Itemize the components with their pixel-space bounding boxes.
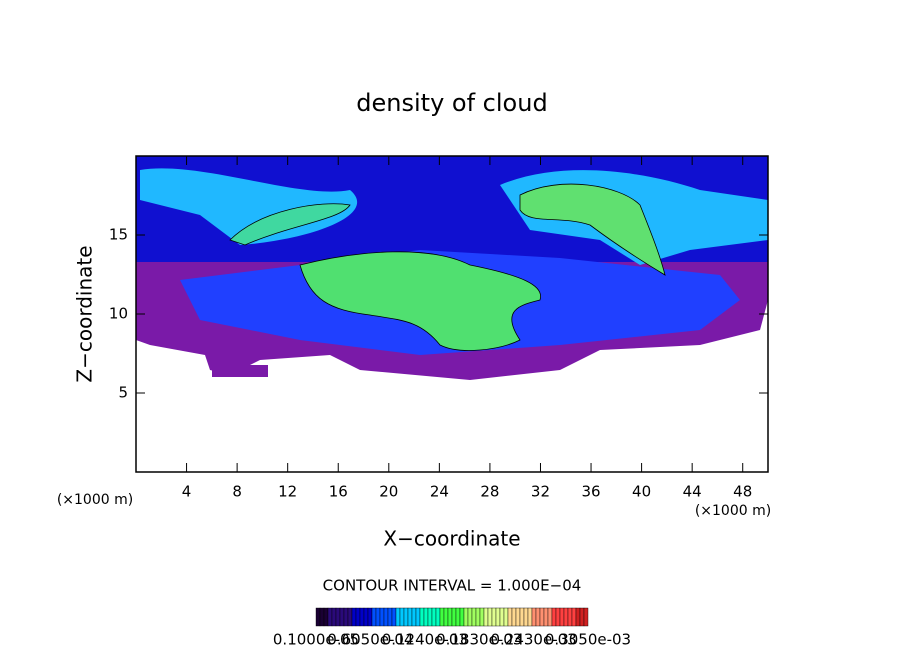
colorbar-cell <box>543 607 549 627</box>
colorbar-cell <box>391 607 397 627</box>
contour-interval: CONTOUR INTERVAL = 1.000E−04 <box>323 577 582 595</box>
colorbar-cell <box>559 607 565 627</box>
colorbar-cell <box>531 607 537 627</box>
colorbar-cell <box>483 607 489 627</box>
colorbar-cell <box>323 607 329 627</box>
colorbar-label: 0.1830e-03 <box>436 631 522 649</box>
colorbar-cell <box>435 607 441 627</box>
colorbar-cell <box>547 607 553 627</box>
colorbar-cell <box>563 607 569 627</box>
colorbar-cell <box>463 607 469 627</box>
colorbar-cell <box>479 607 485 627</box>
x-tick-label: 28 <box>480 483 499 501</box>
colorbar-cell <box>527 607 533 627</box>
colorbar-cell <box>535 607 541 627</box>
y-axis-label: Z−coordinate <box>73 245 97 382</box>
x-tick-label: 20 <box>379 483 398 501</box>
x-tick-label: 36 <box>581 483 600 501</box>
colorbar-cell <box>495 607 501 627</box>
colorbar-cell <box>379 607 385 627</box>
colorbar-cell <box>555 607 561 627</box>
colorbar-cell <box>515 607 521 627</box>
colorbar-cell <box>467 607 473 627</box>
colorbar-cell <box>403 607 409 627</box>
colorbar-label: 0.1240e-03 <box>382 631 468 649</box>
colorbar-cell <box>331 607 337 627</box>
x-tick-label: 4 <box>182 483 192 501</box>
colorbar-cell <box>507 607 513 627</box>
colorbar: 0.1000e-050.6050e-040.1240e-030.1830e-03… <box>273 607 631 649</box>
colorbar-label: 0.6050e-04 <box>327 631 413 649</box>
colorbar-cell <box>523 607 529 627</box>
colorbar-cell <box>499 607 505 627</box>
colorbar-cell <box>503 607 509 627</box>
colorbar-cell <box>319 607 325 627</box>
colorbar-cell <box>411 607 417 627</box>
colorbar-cell <box>539 607 545 627</box>
colorbar-cell <box>455 607 461 627</box>
x-tick-label: 24 <box>430 483 449 501</box>
x-tick-label: 16 <box>329 483 348 501</box>
colorbar-cell <box>363 607 369 627</box>
colorbar-label: 0.3050e-03 <box>545 631 631 649</box>
colorbar-cell <box>327 607 333 627</box>
colorbar-cell <box>491 607 497 627</box>
colorbar-cell <box>419 607 425 627</box>
colorbar-cell <box>347 607 353 627</box>
colorbar-cell <box>359 607 365 627</box>
colorbar-cell <box>471 607 477 627</box>
field <box>136 156 768 380</box>
colorbar-cell <box>579 607 585 627</box>
colorbar-cell <box>431 607 437 627</box>
colorbar-cell <box>575 607 581 627</box>
colorbar-cell <box>475 607 481 627</box>
colorbar-cell <box>407 607 413 627</box>
colorbar-cell <box>335 607 341 627</box>
colorbar-cell <box>355 607 361 627</box>
x-tick-label: 44 <box>683 483 702 501</box>
x-tick-label: 32 <box>531 483 550 501</box>
colorbar-cell <box>315 607 321 627</box>
colorbar-cell <box>343 607 349 627</box>
colorbar-cell <box>415 607 421 627</box>
y-tick-label: 10 <box>109 305 128 323</box>
colorbar-cell <box>519 607 525 627</box>
y-tick-label: 15 <box>109 226 128 244</box>
colorbar-label: 0.1000e-05 <box>273 631 359 649</box>
colorbar-cell <box>451 607 457 627</box>
colorbar-cell <box>459 607 465 627</box>
x-tick-label: 12 <box>278 483 297 501</box>
colorbar-cell <box>583 607 589 627</box>
x-unit-label: (×1000 m) <box>695 503 771 519</box>
colorbar-cell <box>395 607 401 627</box>
colorbar-cell <box>439 607 445 627</box>
x-tick-label: 48 <box>733 483 752 501</box>
colorbar-cell <box>351 607 357 627</box>
colorbar-cell <box>443 607 449 627</box>
colorbar-cell <box>567 607 573 627</box>
chart-title: density of cloud <box>356 89 547 117</box>
colorbar-cell <box>387 607 393 627</box>
colorbar-cell <box>383 607 389 627</box>
colorbar-cell <box>427 607 433 627</box>
colorbar-cell <box>399 607 405 627</box>
x-axis-label: X−coordinate <box>383 527 520 551</box>
x-unit-label: (×1000 m) <box>57 492 133 508</box>
y-tick-label: 5 <box>118 384 128 402</box>
colorbar-cell <box>571 607 577 627</box>
colorbar-cell <box>487 607 493 627</box>
colorbar-label: 0.2430e-03 <box>490 631 576 649</box>
colorbar-cell <box>371 607 377 627</box>
x-tick-label: 8 <box>232 483 242 501</box>
colorbar-cell <box>423 607 429 627</box>
colorbar-cell <box>511 607 517 627</box>
colorbar-cell <box>447 607 453 627</box>
colorbar-cell <box>375 607 381 627</box>
colorbar-cell <box>367 607 373 627</box>
colorbar-cell <box>551 607 557 627</box>
x-tick-label: 40 <box>632 483 651 501</box>
colorbar-cell <box>339 607 345 627</box>
